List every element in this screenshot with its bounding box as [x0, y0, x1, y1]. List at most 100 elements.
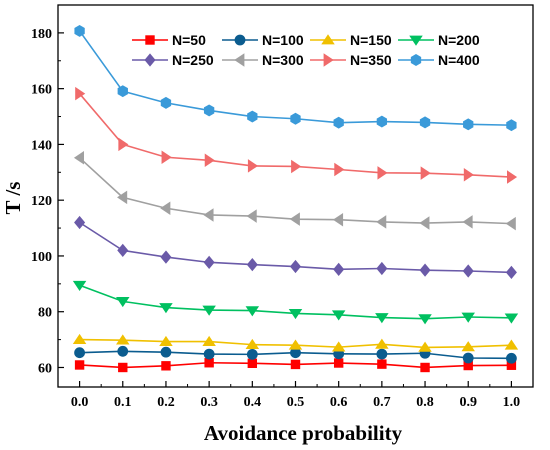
y-tick-label: 60	[38, 361, 52, 376]
data-point	[419, 116, 431, 129]
series-n-200	[72, 280, 519, 325]
data-point	[463, 118, 474, 131]
data-point	[117, 243, 129, 257]
legend-entry-n-400: N=400	[398, 52, 480, 68]
data-point	[461, 312, 475, 323]
data-point	[377, 166, 388, 180]
data-point	[332, 212, 344, 227]
data-point	[420, 362, 430, 373]
series-n-150	[72, 333, 519, 352]
data-point	[333, 116, 344, 129]
legend-entry-n-200: N=200	[398, 32, 480, 48]
data-point	[160, 96, 172, 109]
data-point	[204, 358, 214, 368]
legend-label: N=400	[438, 52, 480, 68]
data-point	[376, 215, 387, 229]
data-point	[288, 308, 303, 320]
data-point	[117, 345, 129, 357]
x-axis: 0.0 0.1 0.2 0.3 0.4 0.5 0.6 0.7 0.8 0.9 1.0	[71, 381, 520, 410]
x-tick-label: 0.9	[459, 395, 477, 410]
data-point	[118, 137, 129, 152]
data-point	[118, 362, 128, 373]
data-point	[246, 257, 258, 272]
data-point	[504, 339, 519, 350]
series-n-300	[73, 151, 516, 231]
data-point	[419, 216, 430, 230]
data-point	[203, 255, 215, 269]
legend-entry-n-50: N=50	[132, 32, 206, 48]
legend-entry-n-250: N=250	[132, 52, 214, 68]
data-point	[247, 110, 258, 123]
data-point	[117, 190, 128, 205]
data-point	[74, 24, 85, 37]
data-point	[504, 313, 519, 324]
data-point	[377, 359, 387, 369]
legend-label: N=150	[350, 32, 392, 48]
data-point	[463, 168, 474, 182]
data-point	[246, 209, 257, 223]
data-point	[202, 335, 216, 346]
x-tick-label: 0.0	[71, 395, 89, 410]
data-point	[247, 159, 259, 173]
data-point	[204, 153, 215, 168]
data-point	[245, 338, 260, 350]
data-point	[161, 361, 171, 371]
data-point	[290, 359, 301, 370]
y-tick-label: 100	[31, 250, 52, 265]
data-point	[418, 341, 432, 352]
data-point	[333, 358, 344, 368]
series-n-250	[74, 215, 517, 280]
data-point	[462, 264, 474, 278]
legend-entry-n-350: N=350	[310, 52, 392, 68]
data-point	[462, 352, 474, 364]
data-point	[419, 263, 431, 277]
data-point	[418, 314, 432, 325]
data-point	[331, 310, 346, 321]
y-tick-label: 160	[31, 83, 52, 98]
data-point	[507, 170, 518, 184]
data-point	[375, 313, 389, 324]
data-point	[72, 333, 87, 344]
series-n-350	[75, 86, 518, 184]
data-point	[116, 334, 130, 345]
data-point	[289, 212, 300, 226]
data-point	[116, 296, 130, 308]
data-point	[161, 150, 172, 164]
legend-marker	[234, 34, 246, 46]
legend: N=50 N=100 N=150 N=200 N=250 N=300 N=350 N=400	[132, 32, 480, 68]
y-tick-label: 180	[31, 27, 52, 42]
data-point	[75, 86, 86, 101]
data-point	[246, 348, 258, 360]
data-point	[290, 112, 301, 125]
legend-marker	[144, 53, 156, 67]
legend-marker	[409, 35, 423, 46]
y-tick-label: 140	[31, 138, 52, 153]
y-tick-label: 80	[38, 306, 52, 321]
legend-label: N=350	[350, 52, 392, 68]
series-n-50	[74, 358, 517, 373]
data-point	[505, 216, 516, 231]
x-tick-label: 0.5	[287, 395, 305, 410]
y-tick-label: 120	[31, 194, 52, 209]
data-point	[506, 352, 517, 364]
x-tick-label: 0.4	[244, 395, 262, 410]
legend-label: N=300	[262, 52, 304, 68]
legend-marker	[145, 35, 155, 45]
legend-label: N=100	[262, 32, 304, 48]
data-point	[334, 162, 345, 177]
data-point	[74, 215, 86, 230]
data-point	[74, 347, 85, 359]
data-point	[376, 115, 388, 128]
data-point	[291, 159, 302, 174]
data-point	[506, 119, 517, 132]
data-point	[159, 303, 173, 314]
x-axis-title: Avoidance probability	[204, 421, 403, 445]
legend-marker	[234, 53, 245, 67]
data-point	[202, 305, 216, 316]
data-point	[203, 208, 214, 222]
data-point	[462, 215, 473, 229]
data-point	[333, 262, 345, 276]
data-point	[203, 348, 215, 360]
data-point	[331, 341, 346, 352]
y-axis-title: T /s	[1, 182, 25, 215]
